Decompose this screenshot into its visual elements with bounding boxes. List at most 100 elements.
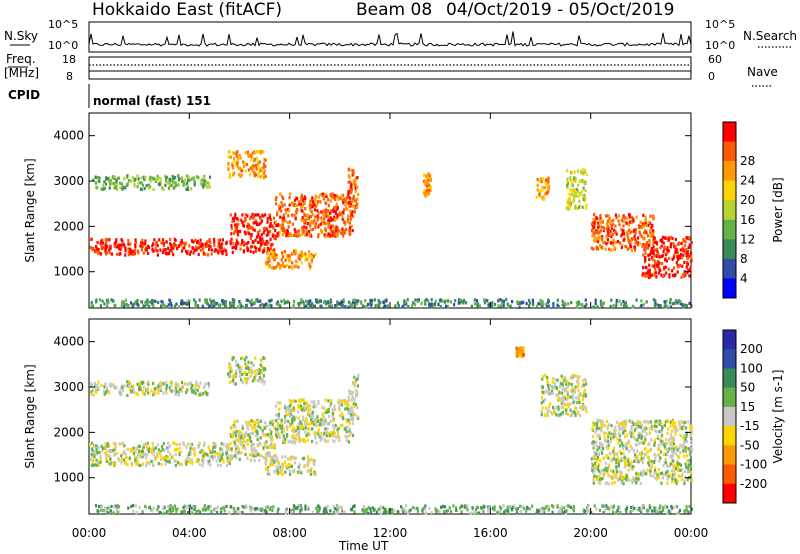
- power-cell: [603, 240, 606, 245]
- power-cell: [309, 264, 312, 268]
- velocity-cell: [237, 446, 240, 451]
- velocity-cell: [541, 375, 544, 379]
- velocity-cell: [133, 390, 136, 394]
- velocity-cell: [569, 408, 572, 412]
- power-cell: [321, 220, 324, 224]
- power-cell: [627, 223, 630, 227]
- power-cell: [304, 258, 307, 262]
- power-cell: [457, 301, 460, 305]
- velocity-cell: [145, 388, 148, 392]
- velocity-cell: [112, 441, 115, 445]
- velocity-cell: [348, 389, 351, 393]
- date-range: 04/Oct/2019 - 05/Oct/2019: [446, 0, 674, 20]
- velocity-cell: [302, 398, 305, 402]
- power-cell: [287, 209, 291, 213]
- power-cell: [569, 176, 572, 180]
- power-cell: [674, 244, 677, 249]
- velocity-cell: [341, 416, 344, 421]
- velocity-cell: [287, 457, 290, 461]
- velocity-cell: [91, 388, 95, 392]
- velocity-cell: [331, 415, 334, 419]
- velocity-cell: [254, 452, 257, 456]
- velocity-cell: [232, 356, 235, 360]
- power-cell: [96, 176, 99, 180]
- power-cell: [347, 167, 350, 171]
- velocity-cell: [235, 447, 238, 451]
- power-cell: [279, 223, 282, 227]
- power-cell: [578, 302, 581, 306]
- power-cell: [269, 217, 272, 222]
- velocity-cell: [233, 419, 236, 423]
- power-cell: [650, 234, 654, 238]
- power-cell: [577, 194, 580, 198]
- velocity-cell: [353, 397, 356, 401]
- velocity-cell: [607, 482, 610, 486]
- power-cell: [633, 234, 636, 238]
- power-cell: [174, 238, 177, 242]
- velocity-cell: [613, 453, 616, 457]
- velocity-cell: [297, 399, 300, 403]
- velocity-cell: [266, 466, 270, 470]
- velocity-cell: [204, 391, 207, 395]
- power-cell: [680, 242, 683, 246]
- power-cell: [124, 246, 127, 250]
- velocity-cell: [251, 379, 255, 383]
- power-cell: [233, 298, 236, 302]
- velocity-cell: [167, 446, 170, 450]
- velocity-echo-region: [515, 346, 525, 359]
- power-cell: [149, 300, 152, 304]
- power-cell: [100, 244, 103, 248]
- power-cell: [200, 242, 203, 246]
- power-cell: [354, 186, 357, 190]
- power-cell: [127, 242, 130, 246]
- velocity-cell: [590, 462, 594, 466]
- velocity-cell: [280, 418, 283, 422]
- power-cell: [326, 209, 329, 213]
- power-cell: [144, 247, 147, 251]
- power-cell: [101, 299, 104, 303]
- velocity-cell: [211, 455, 214, 459]
- velocity-cell: [250, 371, 253, 375]
- velocity-cell: [624, 428, 627, 433]
- velocity-cell: [643, 429, 646, 433]
- velocity-cell: [516, 347, 519, 351]
- power-cell: [219, 246, 222, 250]
- power-cell: [566, 186, 569, 190]
- power-cell: [285, 234, 288, 238]
- velocity-cell: [241, 373, 244, 377]
- velocity-cell: [602, 472, 605, 476]
- power-cell: [263, 169, 266, 173]
- power-cell: [110, 252, 113, 256]
- velocity-cell: [188, 457, 191, 461]
- velocity-cell: [293, 436, 296, 441]
- power-cell: [575, 187, 579, 192]
- power-cell: [348, 221, 351, 225]
- power-cell: [630, 248, 633, 253]
- power-cell: [236, 233, 240, 237]
- power-cell: [352, 298, 355, 302]
- power-cell: [285, 253, 288, 257]
- power-cell: [634, 227, 637, 232]
- power-cell: [638, 225, 641, 229]
- power-cell: [459, 301, 462, 305]
- power-cell: [147, 186, 150, 190]
- power-cell: [279, 304, 282, 308]
- power-cell: [233, 215, 236, 220]
- power-cell: [634, 248, 637, 252]
- power-cell: [325, 212, 328, 216]
- velocity-cell: [160, 462, 163, 466]
- power-cell: [232, 173, 235, 177]
- power-cell: [604, 214, 608, 218]
- velocity-cell: [596, 456, 599, 460]
- power-cell: [261, 237, 264, 241]
- velocity-cell: [274, 453, 277, 457]
- power-cell: [204, 252, 207, 256]
- velocity-cell: [594, 461, 597, 465]
- velocity-cell: [296, 426, 300, 431]
- power-cell: [287, 300, 290, 304]
- power-cell: [101, 183, 104, 187]
- power-cell: [118, 243, 121, 247]
- power-cell: [246, 225, 249, 229]
- velocity-cell: [101, 446, 105, 450]
- velocity-cell: [666, 447, 669, 452]
